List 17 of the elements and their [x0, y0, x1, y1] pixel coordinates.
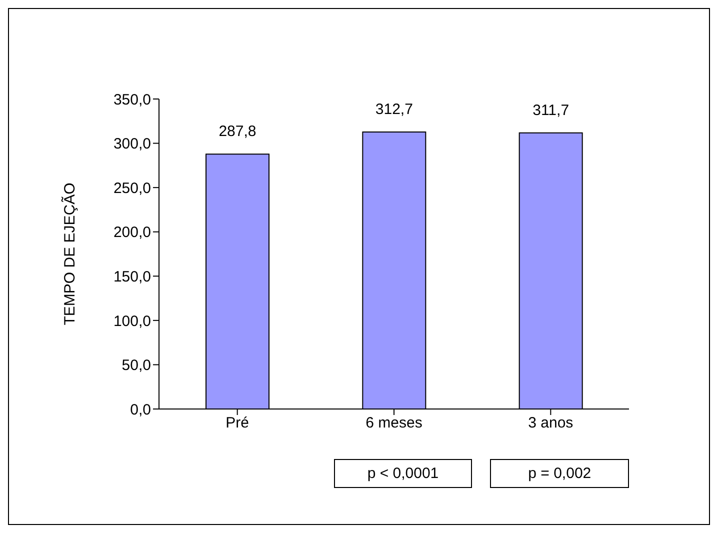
data-label: 287,8 [218, 123, 256, 140]
y-tick-label: 350,0 [113, 91, 151, 108]
y-axis-title: TEMPO DE EJEÇÃO [60, 182, 78, 326]
data-label: 312,7 [375, 101, 413, 118]
text: p < 0,0001 [334, 459, 472, 488]
data-label: 311,7 [532, 102, 570, 119]
y-tick-label: 50,0 [122, 357, 151, 374]
y-tick-label: 0,0 [130, 401, 151, 418]
y-tick-label: 100,0 [113, 312, 151, 330]
y-tick-label: 200,0 [113, 224, 151, 242]
x-tick-label: Pré [226, 414, 250, 432]
y-tick-label: 300,0 [113, 136, 151, 153]
y-tick-label: 150,0 [113, 268, 151, 286]
text: p = 0,002 [490, 459, 629, 488]
x-tick-label: 3 anos [528, 414, 574, 432]
x-tick-label: 6 meses [366, 414, 422, 432]
y-tick-label: 250,0 [113, 180, 151, 197]
